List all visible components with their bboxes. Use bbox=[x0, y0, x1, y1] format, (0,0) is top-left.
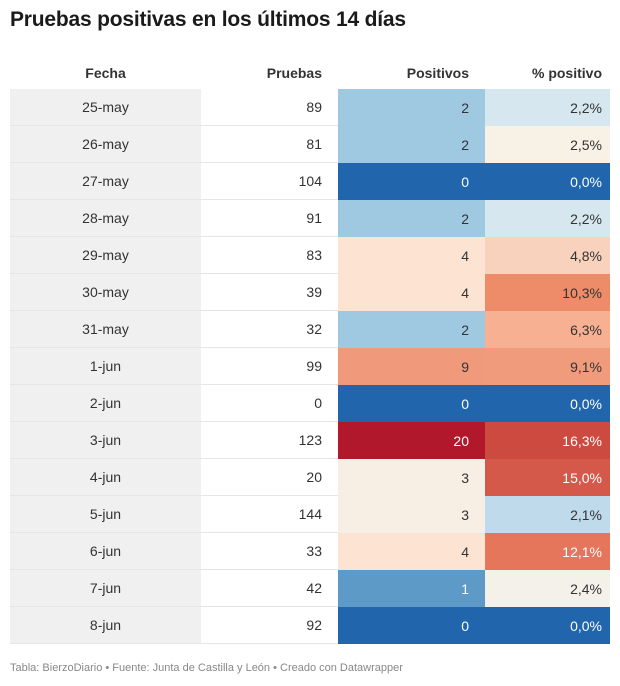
header-pct-positivo[interactable]: % positivo bbox=[531, 64, 602, 81]
table-row: 3-jun 123 20 16,3% bbox=[10, 422, 610, 459]
cell-pruebas: 42 bbox=[201, 570, 338, 607]
cell-pruebas: 104 bbox=[201, 163, 338, 200]
cell-pruebas: 33 bbox=[201, 533, 338, 570]
chart-title: Pruebas positivas en los últimos 14 días bbox=[10, 8, 406, 31]
cell-positivos: 1 bbox=[338, 570, 485, 607]
table-body: 25-may 89 2 2,2% 26-may 81 2 2,5% 27-may 104 0 0,0%… bbox=[10, 89, 610, 644]
cell-pct-positivo: 12,1% bbox=[485, 533, 610, 570]
table-row: 2-jun 0 0 0,0% bbox=[10, 385, 610, 422]
cell-pct-positivo: 6,3% bbox=[485, 311, 610, 348]
cell-pct-positivo: 2,5% bbox=[485, 126, 610, 163]
cell-positivos: 2 bbox=[338, 311, 485, 348]
cell-pruebas: 0 bbox=[201, 385, 338, 422]
table-row: 26-may 81 2 2,5% bbox=[10, 126, 610, 163]
cell-positivos: 3 bbox=[338, 459, 485, 496]
table-row: 27-may 104 0 0,0% bbox=[10, 163, 610, 200]
cell-fecha: 8-jun bbox=[10, 607, 201, 644]
cell-pct-positivo: 2,4% bbox=[485, 570, 610, 607]
cell-pruebas: 39 bbox=[201, 274, 338, 311]
cell-positivos: 2 bbox=[338, 200, 485, 237]
cell-positivos: 3 bbox=[338, 496, 485, 533]
table-row: 1-jun 99 9 9,1% bbox=[10, 348, 610, 385]
source-footer: Tabla: BierzoDiario • Fuente: Junta de C… bbox=[10, 662, 403, 674]
cell-positivos: 0 bbox=[338, 385, 485, 422]
cell-pct-positivo: 4,8% bbox=[485, 237, 610, 274]
cell-pruebas: 92 bbox=[201, 607, 338, 644]
header-pruebas[interactable]: Pruebas bbox=[266, 64, 322, 81]
cell-fecha: 5-jun bbox=[10, 496, 201, 533]
cell-pruebas: 20 bbox=[201, 459, 338, 496]
cell-fecha: 27-may bbox=[10, 163, 201, 200]
cell-positivos: 2 bbox=[338, 126, 485, 163]
cell-fecha: 1-jun bbox=[10, 348, 201, 385]
cell-pruebas: 83 bbox=[201, 237, 338, 274]
table-row: 31-may 32 2 6,3% bbox=[10, 311, 610, 348]
table-row: 7-jun 42 1 2,4% bbox=[10, 570, 610, 607]
table-row: 6-jun 33 4 12,1% bbox=[10, 533, 610, 570]
table-row: 29-may 83 4 4,8% bbox=[10, 237, 610, 274]
cell-pruebas: 123 bbox=[201, 422, 338, 459]
cell-fecha: 7-jun bbox=[10, 570, 201, 607]
table-row: 4-jun 20 3 15,0% bbox=[10, 459, 610, 496]
cell-fecha: 4-jun bbox=[10, 459, 201, 496]
cell-pct-positivo: 2,1% bbox=[485, 496, 610, 533]
table-row: 28-may 91 2 2,2% bbox=[10, 200, 610, 237]
cell-pruebas: 32 bbox=[201, 311, 338, 348]
cell-fecha: 3-jun bbox=[10, 422, 201, 459]
cell-fecha: 31-may bbox=[10, 311, 201, 348]
cell-positivos: 4 bbox=[338, 274, 485, 311]
cell-pruebas: 91 bbox=[201, 200, 338, 237]
cell-pct-positivo: 2,2% bbox=[485, 89, 610, 126]
cell-pruebas: 144 bbox=[201, 496, 338, 533]
data-table: Fecha Pruebas Positivos % positivo 25-ma… bbox=[10, 56, 610, 644]
table-header: Fecha Pruebas Positivos % positivo bbox=[10, 56, 610, 89]
cell-pct-positivo: 10,3% bbox=[485, 274, 610, 311]
cell-pct-positivo: 0,0% bbox=[485, 607, 610, 644]
cell-positivos: 20 bbox=[338, 422, 485, 459]
cell-pruebas: 81 bbox=[201, 126, 338, 163]
cell-positivos: 0 bbox=[338, 607, 485, 644]
cell-pct-positivo: 0,0% bbox=[485, 385, 610, 422]
cell-fecha: 6-jun bbox=[10, 533, 201, 570]
cell-fecha: 25-may bbox=[10, 89, 201, 126]
cell-fecha: 2-jun bbox=[10, 385, 201, 422]
cell-pct-positivo: 15,0% bbox=[485, 459, 610, 496]
cell-fecha: 28-may bbox=[10, 200, 201, 237]
cell-pct-positivo: 0,0% bbox=[485, 163, 610, 200]
cell-positivos: 4 bbox=[338, 533, 485, 570]
cell-pct-positivo: 9,1% bbox=[485, 348, 610, 385]
cell-positivos: 4 bbox=[338, 237, 485, 274]
header-fecha[interactable]: Fecha bbox=[85, 64, 126, 81]
cell-fecha: 29-may bbox=[10, 237, 201, 274]
table-row: 8-jun 92 0 0,0% bbox=[10, 607, 610, 644]
cell-pct-positivo: 2,2% bbox=[485, 200, 610, 237]
cell-pruebas: 89 bbox=[201, 89, 338, 126]
table-row: 25-may 89 2 2,2% bbox=[10, 89, 610, 126]
cell-positivos: 0 bbox=[338, 163, 485, 200]
header-positivos[interactable]: Positivos bbox=[406, 64, 469, 81]
table-row: 5-jun 144 3 2,1% bbox=[10, 496, 610, 533]
cell-pct-positivo: 16,3% bbox=[485, 422, 610, 459]
cell-fecha: 26-may bbox=[10, 126, 201, 163]
cell-pruebas: 99 bbox=[201, 348, 338, 385]
cell-positivos: 9 bbox=[338, 348, 485, 385]
table-row: 30-may 39 4 10,3% bbox=[10, 274, 610, 311]
cell-positivos: 2 bbox=[338, 89, 485, 126]
cell-fecha: 30-may bbox=[10, 274, 201, 311]
